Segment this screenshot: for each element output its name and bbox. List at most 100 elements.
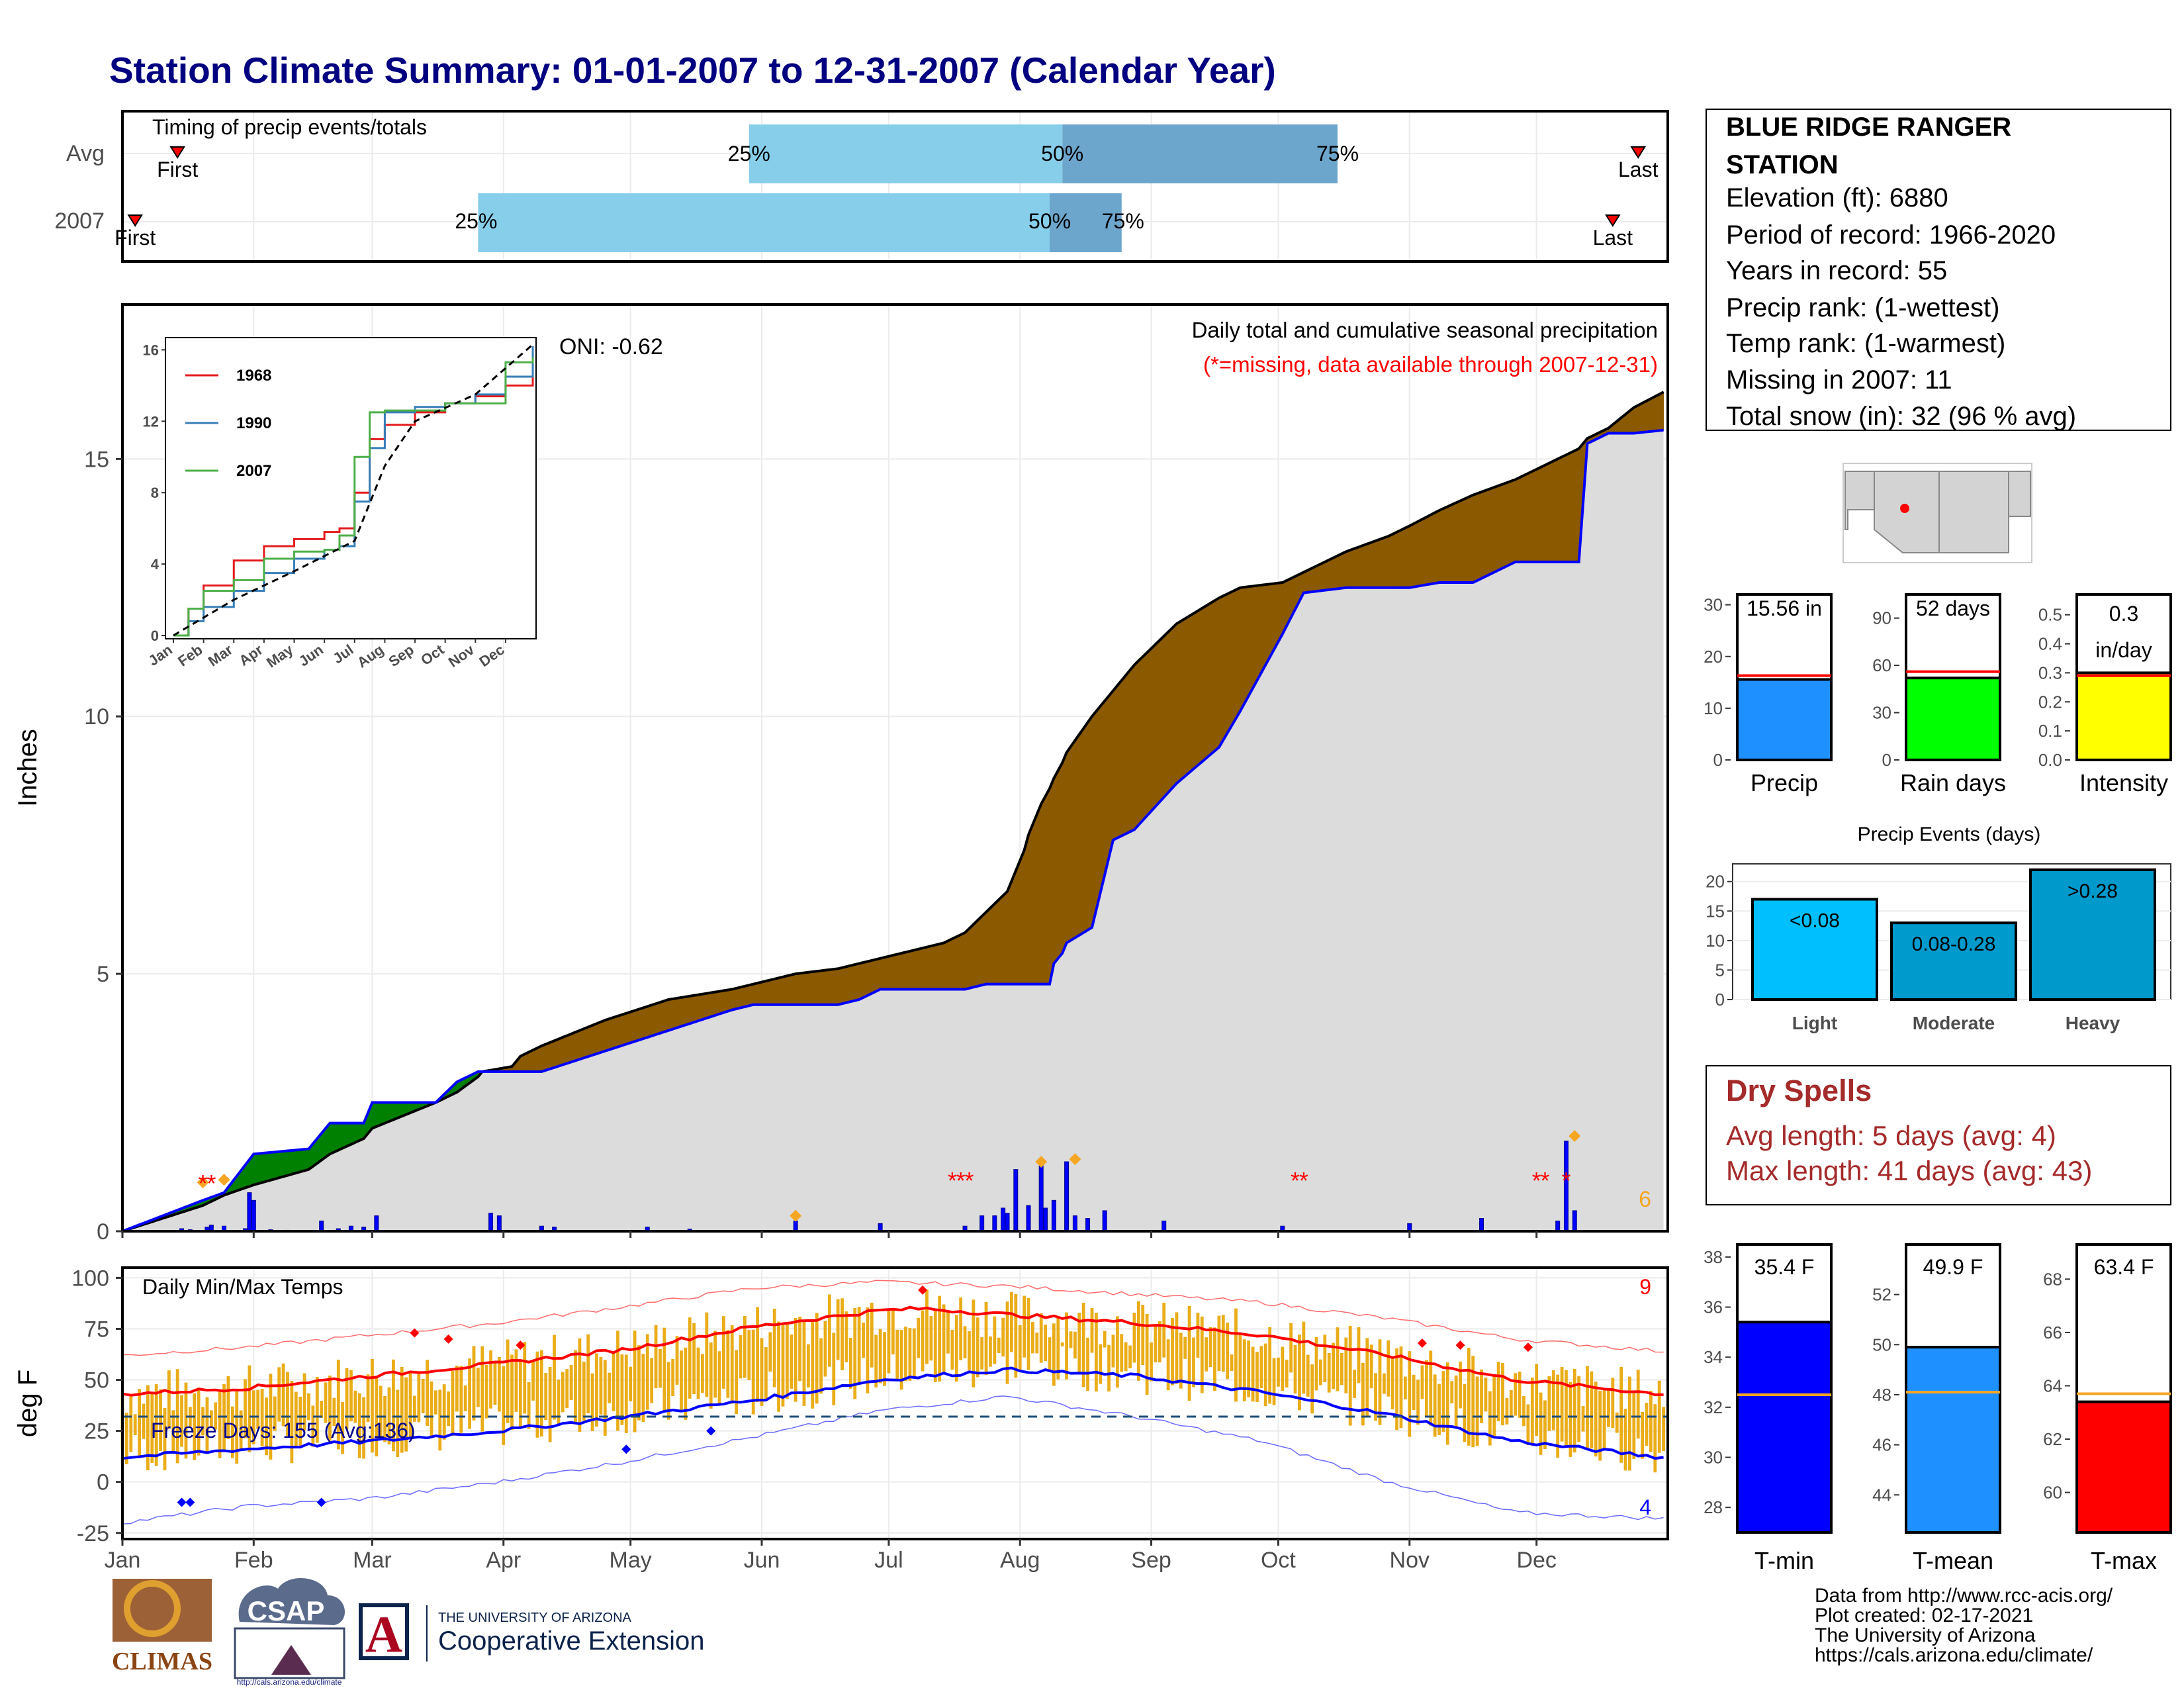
daily-temp-bar [1162,1302,1166,1358]
daily-temp-bar [595,1353,598,1427]
daily-temp-bar [1158,1321,1161,1363]
daily-temp-bar [1348,1325,1352,1426]
daily-temp-bar [1010,1291,1013,1352]
daily-temp-bar [984,1301,988,1376]
daily-temp-bar [146,1385,150,1471]
daily-temp-bar [1175,1312,1179,1384]
daily-temp-bar [539,1350,543,1437]
daily-temp-bar [1403,1376,1407,1400]
missing-marker: * [956,1167,966,1194]
daily-temp-bar [1171,1317,1174,1385]
inset-xtick-label: Mar [205,641,236,669]
temp-bar-label: T-min [1754,1547,1814,1574]
precip-2007-line [122,428,1664,1233]
daily-temp-bar [1662,1407,1666,1451]
precip-baseline-area [122,430,1664,1231]
normal-min-line [122,1366,1664,1460]
daily-temp-bar [993,1316,997,1364]
daily-temp-bar [218,1390,222,1459]
daily-temp-bar [1263,1343,1267,1407]
snow-marker [1069,1153,1081,1166]
daily-temp-bar [1344,1337,1348,1393]
daily-temp-bar [1408,1351,1412,1437]
daily-temp-bar [438,1389,442,1451]
daily-temp-bar [197,1387,201,1456]
temp-bar [2075,1400,2172,1534]
daily-temp-bar [1005,1301,1009,1384]
daily-temp-bar [1649,1390,1653,1452]
dry-spells-title: Dry Spells [1726,1074,1872,1107]
daily-temp-bar [239,1410,243,1449]
daily-temp-bar [1374,1373,1377,1421]
daily-precip-bar [1013,1169,1019,1232]
record-high-marker [1417,1338,1427,1348]
daily-temp-bar [459,1366,463,1433]
csap-logo-cloud [238,1577,345,1625]
summary-ytick-label: 0.5 [2038,605,2062,625]
inset-legend-label: 2007 [236,462,271,480]
daily-temp-bar [124,1413,128,1464]
daily-temp-bar [383,1395,387,1442]
summary-value: 15.56 in [1747,596,1822,620]
daily-temp-bar [862,1322,865,1358]
daily-temp-bar [548,1366,552,1442]
daily-temp-bar [281,1363,285,1427]
daily-temp-bar [806,1344,810,1388]
ua-logo-block [359,1603,409,1660]
precip-ytick-label: 5 [97,962,109,987]
daily-temp-bar [1277,1357,1280,1387]
timing-first-marker [169,146,185,159]
summary-bar [1905,677,2001,761]
daily-temp-bar [730,1325,734,1404]
daily-precip-bar [1001,1207,1006,1232]
daily-temp-bar [1103,1331,1107,1348]
temp-bar-value: 35.4 F [1754,1255,1815,1279]
daily-temp-bar [1208,1327,1212,1368]
daily-temp-bar [929,1316,933,1361]
month-tick-label: Sep [1131,1548,1171,1573]
temp-bar-ytick-label: 36 [1704,1297,1723,1317]
temp-count-low: 4 [1639,1495,1651,1519]
daily-temp-bar [1090,1307,1094,1353]
inset-xtick-label: Jan [145,641,175,669]
daily-temp-bar [772,1309,776,1387]
timing-quartile-label: 25% [455,209,497,233]
timing-quartile-label: 25% [728,142,770,165]
precip-normal-line [122,391,1664,1233]
precip-panel-title: Daily total and cumulative seasonal prec… [1192,318,1658,342]
daily-temp-bar [404,1377,408,1452]
daily-temp-bar [1132,1313,1136,1363]
inset-ytick-label: 8 [151,485,159,501]
daily-temp-bar [1535,1364,1539,1436]
daily-temp-bar [193,1393,197,1460]
daily-temp-bar [451,1371,455,1436]
daily-temp-bar [1611,1378,1615,1429]
daily-temp-bar [353,1390,357,1423]
daily-temp-bar [781,1325,785,1407]
timing-bar-q25-q50 [749,124,1063,183]
daily-temp-bar [510,1354,514,1430]
daily-temp-bar [1052,1323,1056,1386]
timing-first-label: First [157,158,198,181]
inset-ytick-label: 16 [143,342,159,358]
daily-temp-bar [514,1349,518,1412]
daily-temp-bar [666,1362,670,1420]
daily-temp-bar [790,1335,794,1389]
missing-marker: * [1532,1167,1541,1194]
timing-quartile-label: 75% [1316,142,1359,165]
climas-logo: CLIMAS [112,1579,212,1675]
precip-missing-note: (*=missing, data available through 2007-… [1203,352,1658,377]
daily-temp-bar [1416,1380,1420,1425]
summary-ytick-label: 0.3 [2038,663,2062,682]
daily-temp-bar [645,1334,649,1410]
daily-temp-bar [760,1338,764,1406]
daily-temp-bar [1060,1342,1064,1346]
daily-precip-bar [979,1215,985,1232]
snow-marker [197,1176,209,1189]
daily-temp-bar [756,1307,759,1403]
timing-bar-q50-q75 [1050,193,1122,252]
daily-temp-bar [328,1376,332,1441]
dry-spells-frame [1706,1065,2171,1205]
temp-bar-ytick-label: 46 [1872,1435,1891,1455]
